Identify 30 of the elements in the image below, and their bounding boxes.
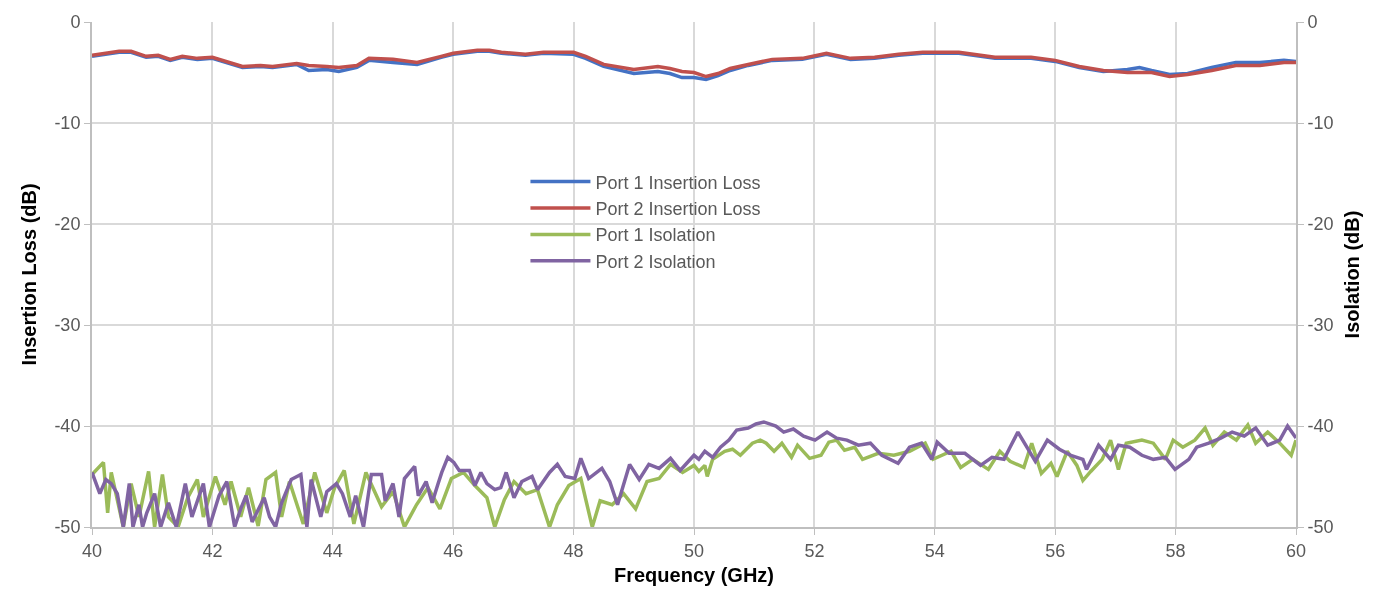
x-tick-label: 46 — [443, 540, 464, 561]
x-tick-label: 56 — [1045, 540, 1066, 561]
x-tick-label: 60 — [1285, 540, 1307, 561]
y2-tick-label: -20 — [1307, 214, 1334, 235]
y2-tick-label: -10 — [1307, 113, 1334, 134]
y2-tick-label: -40 — [1307, 416, 1334, 437]
legend-label: Port 1 Insertion Loss — [595, 172, 761, 193]
legend-label: Port 2 Insertion Loss — [595, 199, 761, 220]
legend-label: Port 2 Isolation — [595, 251, 716, 272]
y-tick-label: -20 — [54, 214, 81, 235]
y2-axis-title: Isolation (dB) — [1340, 210, 1363, 339]
x-tick-label: 42 — [202, 540, 223, 561]
y2-tick-label: 0 — [1307, 12, 1318, 33]
x-tick-label: 54 — [924, 540, 945, 561]
y-tick-label: -30 — [54, 315, 81, 336]
y-tick-label: -50 — [54, 517, 81, 538]
y-axis-title: Insertion Loss (dB) — [18, 183, 41, 366]
x-tick-label: 58 — [1165, 540, 1186, 561]
legend-label: Port 1 Isolation — [595, 225, 716, 246]
y2-tick-label: -50 — [1307, 517, 1334, 538]
x-axis-title: Frequency (GHz) — [613, 563, 775, 586]
x-tick-label: 50 — [683, 540, 705, 561]
y2-tick-label: -30 — [1307, 315, 1334, 336]
y-tick-label: -40 — [54, 416, 81, 437]
y-tick-label: 0 — [70, 12, 81, 33]
y-tick-label: -10 — [54, 113, 81, 134]
x-tick-label: 40 — [81, 540, 103, 561]
x-tick-label: 44 — [322, 540, 343, 561]
x-tick-label: 48 — [563, 540, 584, 561]
x-tick-label: 52 — [804, 540, 825, 561]
